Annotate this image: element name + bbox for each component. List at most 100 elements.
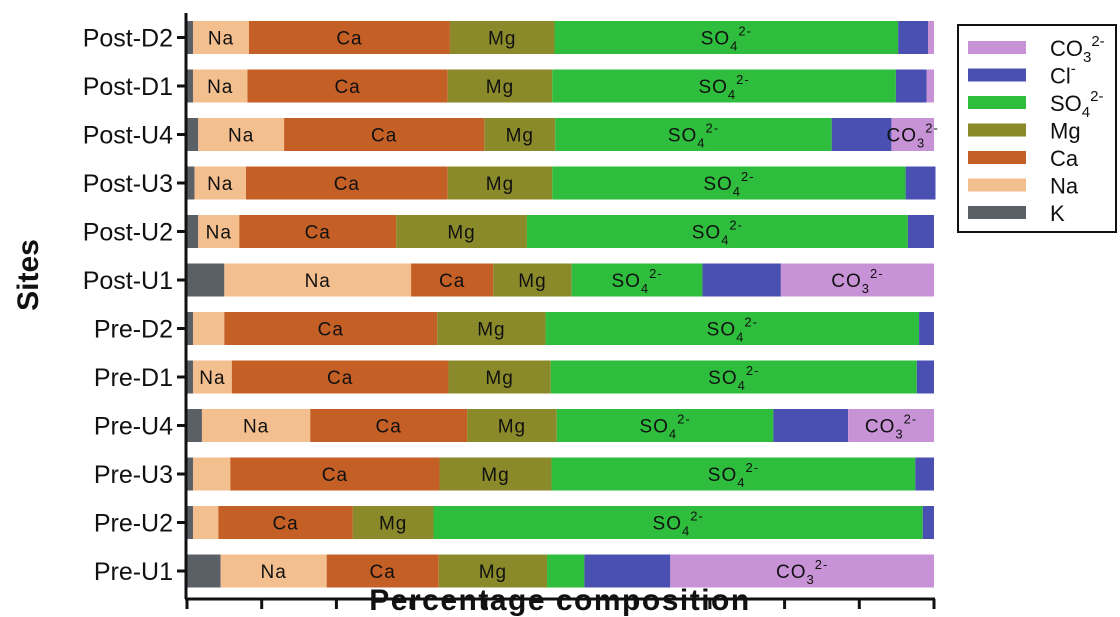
bar-segment-post-u4-ca <box>284 118 485 151</box>
bar-segment-pre-u3-na <box>192 457 231 491</box>
bar-segment-pre-u3-cl <box>915 457 934 491</box>
segment-label-post-u2-mg: Mg <box>447 223 475 244</box>
bars-group <box>187 21 936 588</box>
bar-segment-post-u1-cl <box>702 263 781 297</box>
y-tick-label-pre-u1: Pre-U1 <box>94 558 173 586</box>
segment-label-post-u1-na: Na <box>305 271 331 292</box>
segment-label-post-u2-so4: SO42- <box>692 218 743 248</box>
bar-segment-pre-u1-so4 <box>547 554 585 588</box>
bar-segment-post-d2-na <box>192 21 250 54</box>
bar-segment-post-d2-k <box>187 21 193 54</box>
bar-segment-pre-u4-so4 <box>556 409 774 442</box>
bar-segment-pre-u1-na <box>220 554 327 588</box>
bar-segment-post-d1-ca <box>247 69 448 103</box>
legend-swatch-na <box>968 178 1026 192</box>
bar-segment-pre-u3-mg <box>439 457 552 491</box>
bar-segment-post-d2-so4 <box>554 21 899 54</box>
y-axis-title: Sites <box>12 239 45 311</box>
bar-segment-post-u3-k <box>187 166 195 200</box>
bar-segment-pre-u3-k <box>187 457 193 491</box>
bar-segment-pre-u1-ca <box>326 554 439 588</box>
bar-segment-pre-d1-k <box>187 360 193 394</box>
segment-label-post-u1-ca: Ca <box>439 271 465 292</box>
bar-segment-pre-d2-na <box>192 312 225 345</box>
legend-swatch-k <box>968 206 1026 219</box>
bar-segment-pre-d1-ca <box>231 360 449 394</box>
bar-segment-post-d1-na <box>192 69 248 103</box>
legend-swatch-ca <box>968 151 1026 164</box>
bar-segment-post-u2-ca <box>239 215 397 248</box>
bar-segment-pre-u1-k <box>187 554 221 588</box>
bar-segment-pre-d1-so4 <box>550 360 917 394</box>
segment-label-pre-u3-ca: Ca <box>322 465 348 486</box>
legend-label-cl: Cl- <box>1050 61 1076 89</box>
segment-label-post-d2-ca: Ca <box>336 29 362 50</box>
bar-segment-post-u3-cl <box>905 166 936 200</box>
segment-label-pre-u2-so4: SO42- <box>653 509 704 539</box>
bar-segment-post-u4-cl <box>831 118 892 151</box>
bar-segment-pre-d2-ca <box>224 312 438 345</box>
bar-segment-post-d2-mg <box>449 21 555 54</box>
segment-label-post-u4-na: Na <box>228 126 254 147</box>
segment-label-pre-d1-mg: Mg <box>485 368 513 389</box>
segment-label-pre-d1-so4: SO42- <box>708 363 759 393</box>
bar-segment-pre-d2-so4 <box>545 312 920 345</box>
bar-segment-pre-u4-ca <box>310 409 468 442</box>
legend-label-mg: Mg <box>1050 119 1081 144</box>
bar-segment-post-u4-k <box>187 118 199 151</box>
bar-segment-post-d1-mg <box>447 69 553 103</box>
bar-segment-pre-u2-cl <box>922 506 934 539</box>
segment-label-pre-u1-co3: CO32- <box>776 557 828 587</box>
segment-label-pre-u1-na: Na <box>261 562 287 583</box>
segment-label-pre-d1-na: Na <box>199 368 225 389</box>
bar-segment-pre-d1-cl <box>916 360 934 394</box>
bar-segment-post-d2-cl <box>898 21 929 54</box>
y-tick-label-pre-u3: Pre-U3 <box>94 461 173 489</box>
bar-segment-post-u4-mg <box>484 118 556 151</box>
bar-segment-post-u2-na <box>198 215 240 248</box>
y-tick-label-pre-d1: Pre-D1 <box>94 364 173 392</box>
bar-segment-pre-d1-mg <box>448 360 551 394</box>
bar-segment-post-d2-ca <box>249 21 450 54</box>
bar-segment-post-u3-mg <box>447 166 553 200</box>
bar-segment-post-u4-so4 <box>555 118 832 151</box>
bar-segment-post-u4-co3 <box>891 118 934 151</box>
legend-label-co3: CO32- <box>1050 33 1105 66</box>
segment-label-post-u4-co3: CO32- <box>887 121 939 151</box>
y-tick-label-post-d2: Post-D2 <box>83 25 173 53</box>
segment-label-pre-u3-mg: Mg <box>481 465 509 486</box>
bar-segment-pre-d2-cl <box>919 312 934 345</box>
bar-segment-post-u1-co3 <box>780 263 934 297</box>
legend-swatch-mg <box>968 123 1026 137</box>
segment-label-post-u2-ca: Ca <box>305 223 331 244</box>
y-tick-label-pre-d2: Pre-D2 <box>94 316 173 344</box>
legend-label-k: K <box>1050 201 1065 226</box>
legend-label-na: Na <box>1050 174 1079 199</box>
bar-segment-pre-d2-k <box>187 312 193 345</box>
bar-segment-pre-u4-co3 <box>848 409 934 442</box>
segment-label-pre-u2-mg: Mg <box>379 514 407 535</box>
legend-label-ca: Ca <box>1050 146 1079 171</box>
y-tick-label-post-u3: Post-U3 <box>83 170 173 198</box>
bar-segment-post-u3-na <box>194 166 247 200</box>
bar-segment-pre-u2-ca <box>218 506 353 539</box>
segment-label-post-d2-so4: SO42- <box>701 24 752 54</box>
segment-label-post-d2-na: Na <box>208 29 234 50</box>
bar-segment-post-d1-co3 <box>926 69 934 103</box>
segment-label-pre-u3-so4: SO42- <box>708 460 759 490</box>
x-axis-title: Percentage composition <box>369 584 750 617</box>
bar-segment-post-u3-ca <box>246 166 448 200</box>
segment-label-pre-d1-ca: Ca <box>327 368 353 389</box>
segment-label-post-d1-so4: SO42- <box>698 72 749 102</box>
bar-segment-pre-u1-cl <box>584 554 671 588</box>
segment-label-pre-u2-ca: Ca <box>272 514 298 535</box>
bar-segment-pre-d2-mg <box>437 312 546 345</box>
bar-segment-pre-u4-k <box>187 409 202 442</box>
bar-segment-pre-u3-so4 <box>551 457 916 491</box>
segment-label-pre-d2-so4: SO42- <box>707 315 758 345</box>
legend-swatch-co3 <box>968 41 1026 54</box>
bar-segment-pre-d1-na <box>192 360 232 394</box>
segment-label-pre-u4-co3: CO32- <box>865 412 917 442</box>
segment-label-pre-u1-mg: Mg <box>479 562 507 583</box>
